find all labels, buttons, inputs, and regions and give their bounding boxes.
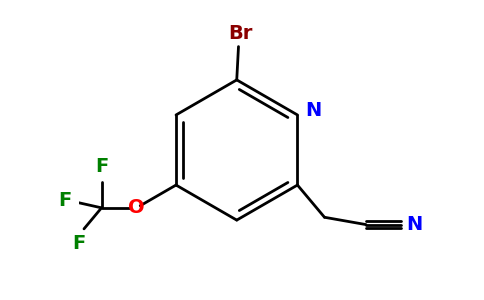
Text: F: F [72,234,85,253]
Text: F: F [59,191,72,210]
Text: N: N [305,101,321,120]
Text: N: N [406,215,423,234]
Text: F: F [95,157,108,176]
Text: O: O [128,198,145,217]
Text: Br: Br [228,24,253,43]
